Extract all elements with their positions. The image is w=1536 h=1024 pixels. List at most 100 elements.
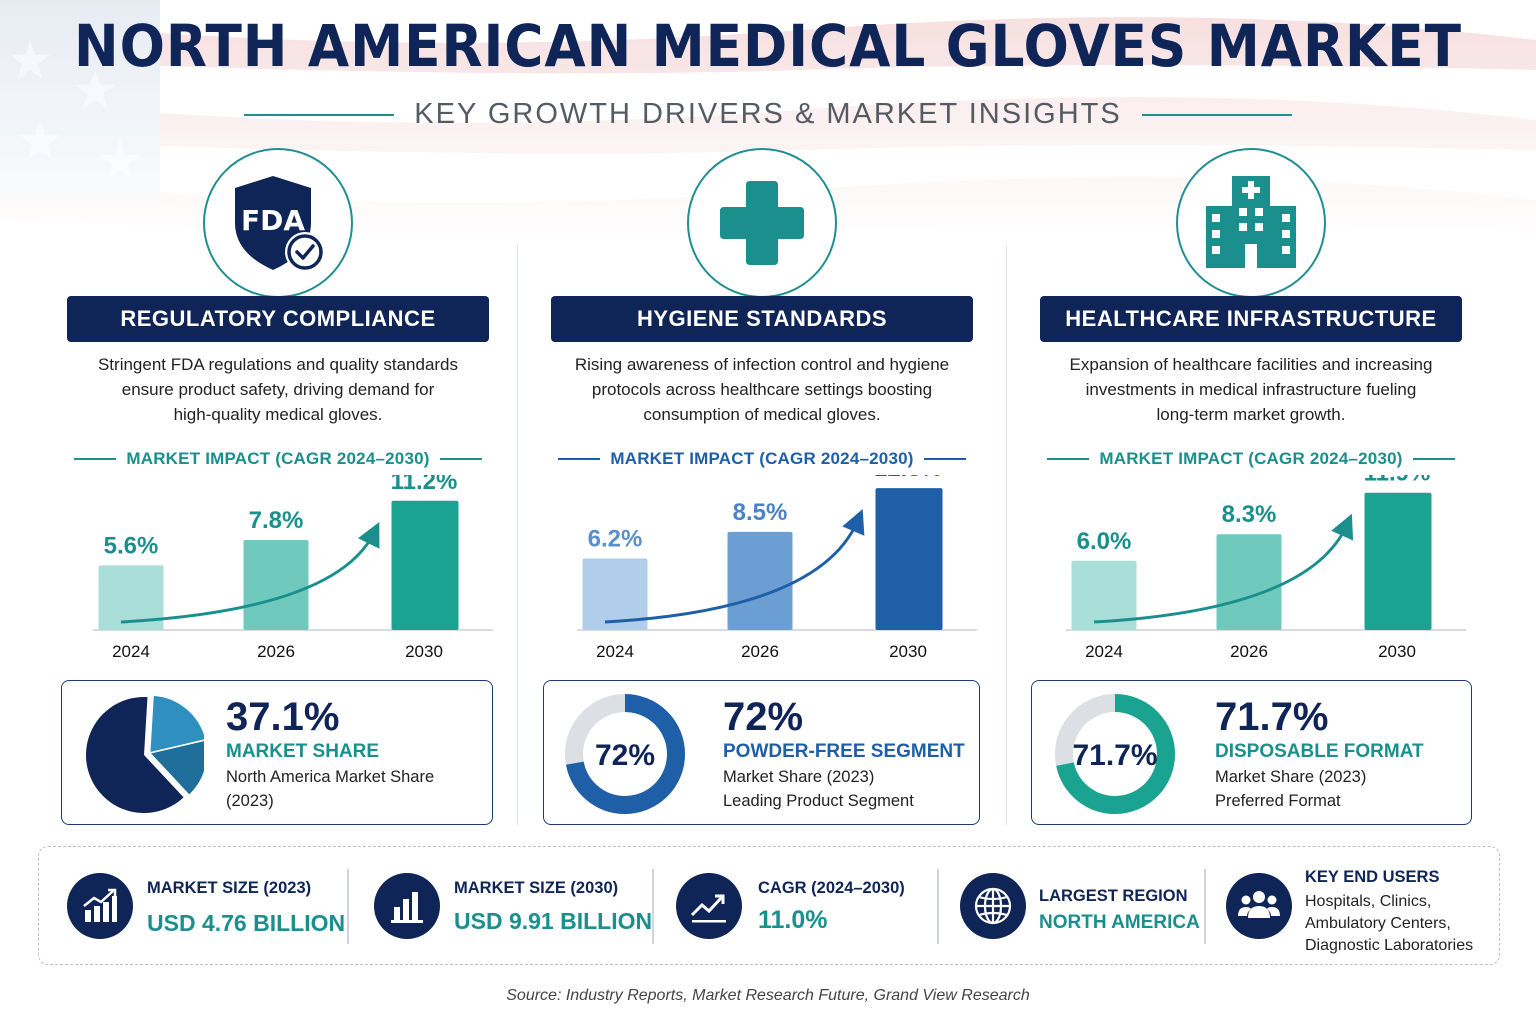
kpi-divider [1204, 869, 1206, 944]
market-share-pie [86, 695, 204, 813]
bar-2026 [243, 540, 309, 630]
x-tick-label: 2024 [1085, 642, 1123, 661]
fda-text: FDA [241, 204, 305, 237]
stat-subtext: Leading Product Segment [723, 792, 914, 810]
driver-column-regulatory: FDA REGULATORY COMPLIANCE Stringent FDA … [43, 140, 513, 685]
bar-2026 [1216, 534, 1282, 630]
driver-column-hygiene: HYGIENE STANDARDS Rising awareness of in… [527, 140, 997, 685]
pie-slice-rest [86, 697, 184, 813]
data-label: 8.3% [1222, 501, 1277, 528]
icon-circle: FDA [203, 148, 353, 298]
donut-center-label: 72% [595, 739, 655, 772]
trend-arrow [604, 509, 865, 624]
trend-arrow [1093, 513, 1354, 624]
x-tick-label: 2026 [257, 642, 295, 661]
impact-rule [1047, 458, 1090, 460]
column-divider [1006, 245, 1007, 825]
stat-card-disposable: 71.7% 71.7% DISPOSABLE FORMAT Market Sha… [1031, 680, 1472, 825]
impact-label: MARKET IMPACT (CAGR 2024–2030) [610, 449, 914, 468]
stat-label: POWDER-FREE SEGMENT [723, 741, 965, 762]
column-heading: REGULATORY COMPLIANCE [67, 296, 489, 342]
driver-column-infrastructure: HEALTHCARE INFRASTRUCTURE Expansion of h… [1016, 140, 1486, 685]
fda-shield-check-icon: FDA [235, 176, 325, 272]
growth-chart-icon [67, 873, 133, 939]
bar-2030 [391, 500, 459, 630]
bar-2026 [727, 531, 793, 630]
kpi-label: KEY END USERS [1305, 868, 1440, 886]
stat-card-powder-free: 72% 72% POWDER-FREE SEGMENT Market Share… [543, 680, 980, 825]
kpi-value: USD 9.91 BILLION [454, 908, 653, 934]
end-user-item: Diagnostic Laboratories [1305, 937, 1474, 954]
users-icon [1226, 873, 1292, 939]
kpi-key-end-users: KEY END USERS Hospitals, Clinics, Ambula… [1226, 847, 1496, 966]
kpi-label: LARGEST REGION [1039, 887, 1188, 905]
impact-rule [558, 458, 601, 460]
bar-2024 [98, 565, 164, 630]
impact-header: MARKET IMPACT (CAGR 2024–2030) [1016, 449, 1486, 469]
kpi-strip: MARKET SIZE (2023) USD 4.76 BILLION MARK… [38, 846, 1500, 965]
globe-icon [960, 873, 1026, 939]
disposable-donut: 71.7% [1055, 694, 1175, 814]
pie-slice-share [148, 739, 204, 797]
cagr-bar-chart: 5.6% 2024 7.8% 2026 11.2% 2030 [93, 475, 493, 661]
trend-up-icon [676, 873, 742, 939]
impact-label: MARKET IMPACT (CAGR 2024–2030) [1099, 449, 1403, 468]
stat-subtext: Market Share (2023) [723, 768, 875, 786]
stat-subtext: North America Market Share [226, 768, 435, 786]
data-label: 12.3% [874, 475, 942, 482]
data-label: 8.5% [733, 499, 788, 526]
description-line: Expansion of healthcare facilities and i… [1069, 355, 1433, 374]
column-divider [517, 245, 518, 825]
bar-2024 [582, 558, 648, 630]
column-description: Expansion of healthcare facilities and i… [1016, 352, 1486, 427]
description-line: investments in medical infrastructure fu… [1085, 380, 1417, 399]
x-tick-label: 2026 [741, 642, 779, 661]
subtitle-row: KEY GROWTH DRIVERS & MARKET INSIGHTS [0, 98, 1536, 131]
powder-free-donut: 72% [565, 694, 685, 814]
description-line: consumption of medical gloves. [643, 405, 881, 424]
stat-value: 37.1% [226, 695, 340, 739]
description-line: high-quality medical gloves. [173, 405, 383, 424]
data-label: 6.2% [588, 525, 643, 552]
page-subtitle: KEY GROWTH DRIVERS & MARKET INSIGHTS [414, 98, 1122, 130]
donut-value-arc [1055, 694, 1175, 814]
kpi-divider [937, 869, 939, 944]
column-description: Rising awareness of infection control an… [527, 352, 997, 427]
impact-header: MARKET IMPACT (CAGR 2024–2030) [527, 449, 997, 469]
icon-circle [1176, 148, 1326, 298]
column-heading: HYGIENE STANDARDS [551, 296, 973, 342]
kpi-label: MARKET SIZE (2023) [147, 879, 312, 897]
end-users-list: Hospitals, Clinics, Ambulatory Centers, … [1305, 891, 1473, 957]
data-label: 11.2% [391, 475, 458, 495]
impact-rule [923, 458, 966, 460]
stat-value: 71.7% [1215, 695, 1329, 739]
description-line: Rising awareness of infection control an… [574, 355, 950, 374]
kpi-value: USD 4.76 BILLION [147, 910, 346, 936]
column-heading: HEALTHCARE INFRASTRUCTURE [1040, 296, 1462, 342]
page-title: NORTH AMERICAN MEDICAL GLOVES MARKET [74, 12, 1462, 80]
kpi-cagr: CAGR (2024–2030) 11.0% [676, 847, 936, 966]
stat-label: MARKET SHARE [226, 741, 380, 762]
description-line: ensure product safety, driving demand fo… [121, 380, 435, 399]
kpi-market-size-2023: MARKET SIZE (2023) USD 4.76 BILLION [67, 847, 357, 966]
donut-value-arc [565, 694, 685, 814]
hospital-building-icon [1206, 176, 1296, 268]
x-tick-label: 2030 [405, 642, 443, 661]
end-user-item: Hospitals, Clinics, [1305, 893, 1432, 910]
kpi-divider [347, 869, 349, 944]
kpi-label: MARKET SIZE (2030) [454, 879, 619, 897]
x-tick-label: 2024 [596, 642, 634, 661]
medical-cross-icon [720, 181, 804, 265]
data-label: 11.9% [1364, 475, 1431, 487]
impact-rule [439, 458, 482, 460]
impact-rule [1412, 458, 1455, 460]
trend-arrow [120, 522, 380, 624]
subtitle-right-rule [1141, 113, 1292, 116]
kpi-value: NORTH AMERICA [1039, 912, 1200, 933]
description-line: Stringent FDA regulations and quality st… [97, 355, 459, 374]
kpi-value: 11.0% [758, 906, 828, 934]
column-description: Stringent FDA regulations and quality st… [43, 352, 513, 427]
end-user-item: Ambulatory Centers, [1305, 915, 1451, 932]
kpi-divider [652, 869, 654, 944]
stat-subtext: Market Share (2023) [1215, 768, 1367, 786]
